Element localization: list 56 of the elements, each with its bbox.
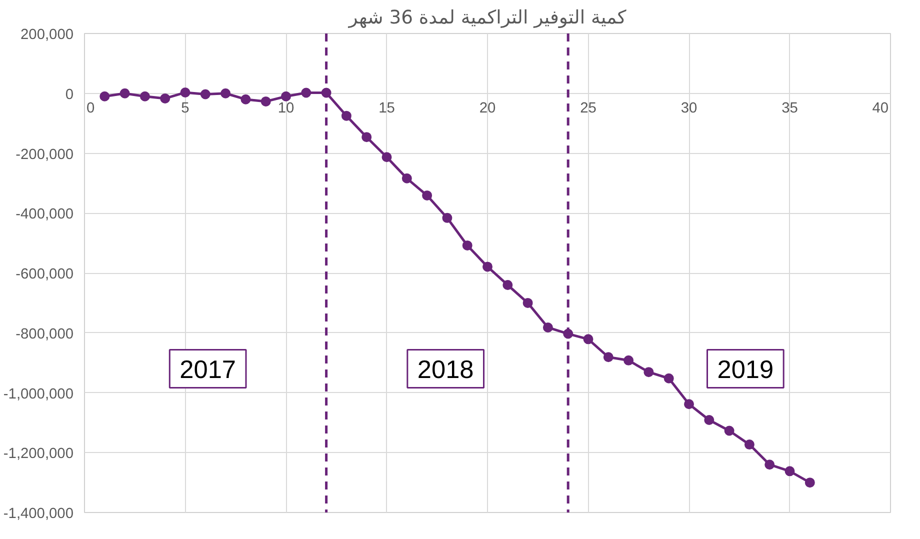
point xyxy=(624,355,634,366)
point xyxy=(341,110,352,121)
annotation: 2019 xyxy=(717,356,774,384)
point xyxy=(644,367,654,378)
point xyxy=(744,440,754,450)
y-tick-label: -800,000 xyxy=(16,326,74,342)
y-tick-label: 200,000 xyxy=(20,27,74,43)
x-tick-label: 30 xyxy=(680,100,698,116)
point xyxy=(724,426,734,436)
y-tick-label: 0 xyxy=(65,86,74,103)
point xyxy=(764,460,775,470)
chart-title: كمية التوفير التراكمية لمدة 36 شهر xyxy=(348,8,626,28)
x-tick-label: 15 xyxy=(378,100,395,116)
point xyxy=(382,152,392,162)
annotation: 2017 xyxy=(180,356,236,384)
x-tick-label: 0 xyxy=(86,100,95,116)
y-tick-label: -1,200,000 xyxy=(3,446,74,462)
annotation: 2018 xyxy=(417,356,474,384)
x-tick-label: 40 xyxy=(872,100,889,116)
point xyxy=(100,91,110,102)
point xyxy=(442,212,452,223)
point xyxy=(362,132,372,142)
point xyxy=(482,262,492,272)
point xyxy=(603,352,614,362)
point xyxy=(180,87,190,98)
point xyxy=(784,466,795,476)
point xyxy=(120,88,130,98)
x-tick-label: 10 xyxy=(278,100,294,116)
x-tick-label: 20 xyxy=(479,100,496,116)
point xyxy=(422,190,432,200)
point xyxy=(281,91,291,102)
point xyxy=(240,94,251,104)
x-tick-label: 35 xyxy=(782,100,798,116)
point xyxy=(804,478,815,488)
point xyxy=(542,322,553,332)
point xyxy=(301,88,312,98)
point xyxy=(160,93,170,104)
y-tick-label: -600,000 xyxy=(16,266,74,282)
y-tick-label: -400,000 xyxy=(16,206,74,223)
x-tick-label: 25 xyxy=(580,100,596,116)
point xyxy=(260,96,271,106)
point xyxy=(140,91,150,102)
x-tick-label: 5 xyxy=(181,100,190,116)
point xyxy=(704,415,714,425)
point xyxy=(583,334,594,344)
point xyxy=(522,298,533,308)
y-tick-label: -1,400,000 xyxy=(3,506,74,522)
point xyxy=(200,89,210,100)
point xyxy=(462,240,472,250)
point xyxy=(220,88,231,98)
point xyxy=(402,173,412,184)
point xyxy=(502,280,513,290)
point xyxy=(684,399,694,410)
point xyxy=(664,373,674,384)
y-tick-label: -1,000,000 xyxy=(3,386,74,402)
y-tick-label: -200,000 xyxy=(16,146,74,163)
